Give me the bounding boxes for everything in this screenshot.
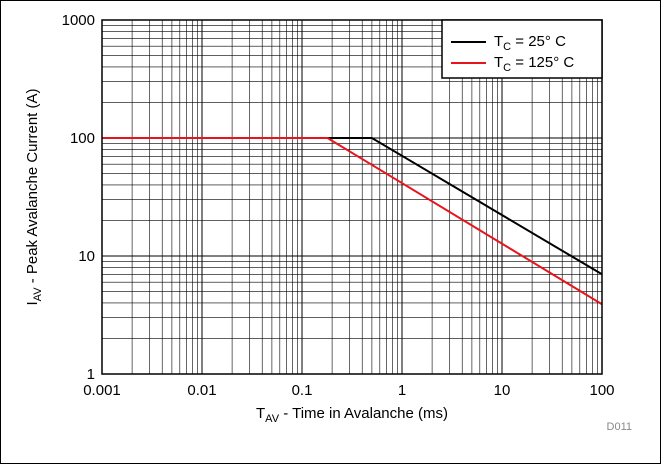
y-tick-label: 1	[87, 366, 95, 383]
x-tick-label: 100	[589, 382, 614, 399]
x-tick-label: 0.1	[292, 382, 313, 399]
y-tick-label: 100	[70, 130, 95, 147]
series-layer	[102, 137, 603, 306]
legend: TC = 25° C TC = 125° C	[441, 19, 603, 79]
series-line-25c	[102, 137, 603, 276]
x-tick-label: 1	[398, 382, 406, 399]
y-tick-label: 1000	[62, 12, 95, 29]
y-axis-label: IAV - Peak Avalanche Current (A)	[24, 88, 44, 305]
plot-area	[101, 19, 603, 375]
tick-labels: 0.001 0.01 0.1 1 10 100 1 10 100 1000	[62, 12, 615, 399]
x-tick-label: 0.001	[83, 382, 121, 399]
legend-box	[441, 19, 603, 79]
x-axis-label: TAV - Time in Avalanche (ms)	[256, 405, 448, 425]
grid-minor	[102, 20, 602, 374]
series-line-125c	[102, 137, 603, 306]
x-tick-label: 10	[494, 382, 511, 399]
legend-label-125c: TC = 125° C	[494, 54, 574, 74]
x-tick-label: 0.01	[187, 382, 216, 399]
figure-id: D011	[607, 421, 632, 433]
y-tick-label: 10	[78, 248, 95, 265]
legend-label-25c: TC = 25° C	[494, 33, 566, 53]
